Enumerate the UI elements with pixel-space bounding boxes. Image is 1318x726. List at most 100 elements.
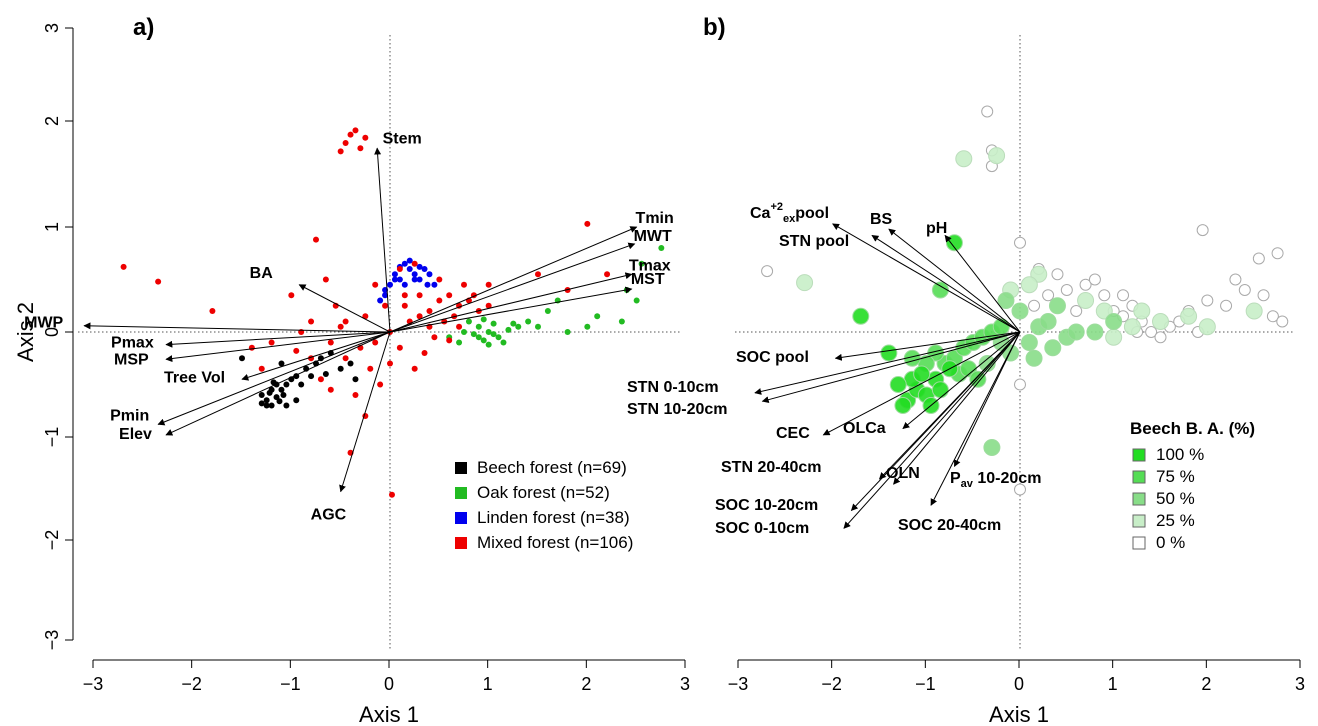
- vector-arrow: [834, 331, 1021, 361]
- data-point: [1020, 276, 1038, 294]
- vector-label: BS: [870, 211, 893, 228]
- data-point: [1276, 315, 1289, 328]
- data-point: [945, 234, 963, 252]
- data-point: [955, 150, 973, 168]
- x-axis: −3 −2 −1 0 1 2 3 Axis 1: [83, 659, 690, 726]
- legend-swatch: [455, 487, 467, 499]
- data-point: [1145, 326, 1158, 338]
- data-point: [1196, 224, 1209, 237]
- data-point: [362, 313, 369, 320]
- data-point: [337, 365, 344, 372]
- vector-arrow: [893, 331, 1021, 485]
- x-tick-label: 3: [1295, 674, 1305, 694]
- data-point: [268, 339, 275, 346]
- data-point: [1014, 378, 1026, 391]
- legend-swatch: [1132, 536, 1146, 550]
- data-point: [293, 397, 300, 404]
- legend-swatch: [455, 462, 467, 474]
- vector-label: STN 20-40cm: [721, 459, 822, 476]
- x-tick-label: 1: [483, 674, 493, 694]
- data-point: [276, 398, 283, 405]
- data-point: [372, 281, 379, 288]
- vector-arrow: [157, 331, 391, 426]
- vector-label: MSP: [114, 351, 149, 368]
- x-tick-label: −1: [280, 674, 301, 694]
- data-point: [658, 245, 665, 251]
- data-point: [490, 331, 497, 338]
- data-point: [372, 339, 379, 346]
- data-point: [1257, 289, 1270, 302]
- data-point: [1060, 284, 1073, 296]
- vector-label: SOC 0-10cm: [715, 520, 809, 537]
- panel-label: b): [703, 14, 726, 41]
- data-point: [1154, 331, 1167, 344]
- series-mixed: [120, 127, 611, 498]
- y-tick-label: 2: [42, 116, 62, 126]
- x-tick-label: 3: [680, 674, 690, 694]
- panel-a: −3 −2 −1 0 1 2 3 Axis 1 −3 −2 −1 0 1 2 3 Axis 2 a) Stem Tm…: [13, 14, 690, 726]
- data-point: [278, 360, 285, 367]
- data-point: [268, 402, 275, 409]
- data-point: [1201, 294, 1214, 307]
- data-point: [465, 318, 472, 325]
- data-point: [1086, 323, 1104, 341]
- legend-swatch: [455, 512, 467, 524]
- legend-swatch: [1132, 448, 1146, 462]
- y-axis: −3 −2 −1 0 1 2 3 Axis 2: [13, 23, 74, 651]
- x-tick-label: −3: [83, 674, 104, 694]
- vector-label: Pav 10-20cm: [950, 470, 1041, 490]
- data-point: [258, 400, 265, 407]
- data-point: [461, 281, 467, 288]
- data-point: [416, 263, 423, 270]
- y-tick-label: 1: [42, 222, 62, 232]
- data-point: [913, 365, 931, 383]
- data-point: [436, 297, 443, 304]
- data-point: [1245, 302, 1263, 320]
- data-point: [357, 145, 364, 152]
- y-tick-label: −1: [42, 427, 62, 448]
- data-point: [485, 341, 492, 348]
- vector-label: MST: [631, 271, 665, 288]
- data-point: [931, 281, 949, 299]
- legend-label: 100 %: [1156, 445, 1204, 464]
- reference-lines: [735, 35, 1295, 650]
- vector-arrow: [83, 322, 391, 333]
- data-point: [1088, 273, 1101, 286]
- data-point: [997, 292, 1015, 309]
- data-point: [535, 323, 541, 330]
- data-point: [1020, 334, 1038, 351]
- data-point: [327, 386, 334, 393]
- x-tick-label: 2: [581, 674, 591, 694]
- data-point: [396, 266, 403, 272]
- data-point: [564, 329, 571, 335]
- data-point: [308, 318, 315, 325]
- y-tick-label: −2: [42, 530, 62, 551]
- vector-arrow: [754, 331, 1021, 395]
- legend-label: Linden forest (n=38): [477, 508, 630, 527]
- data-point: [293, 347, 300, 354]
- vector-arrow: [165, 331, 391, 436]
- data-point: [584, 220, 591, 227]
- data-point: [475, 334, 482, 341]
- data-point: [510, 320, 517, 327]
- vector-arrow: [888, 228, 1021, 333]
- data-point: [382, 292, 389, 299]
- data-point: [308, 373, 315, 380]
- data-point: [327, 339, 334, 346]
- legend-label: 50 %: [1156, 489, 1195, 508]
- data-point: [416, 292, 423, 299]
- vector-arrow: [871, 234, 1021, 333]
- x-axis-title: Axis 1: [989, 702, 1049, 726]
- series-beech-0: [761, 105, 1289, 496]
- data-point: [981, 105, 994, 118]
- data-point: [391, 276, 398, 283]
- vector-arrow: [953, 331, 1021, 468]
- data-point: [1067, 323, 1085, 341]
- data-point: [1079, 278, 1092, 291]
- data-point: [322, 276, 329, 283]
- vector-label: Tmax: [629, 257, 671, 274]
- vector-label: Tree Vol: [164, 369, 225, 386]
- y-tick-label: −3: [42, 630, 62, 651]
